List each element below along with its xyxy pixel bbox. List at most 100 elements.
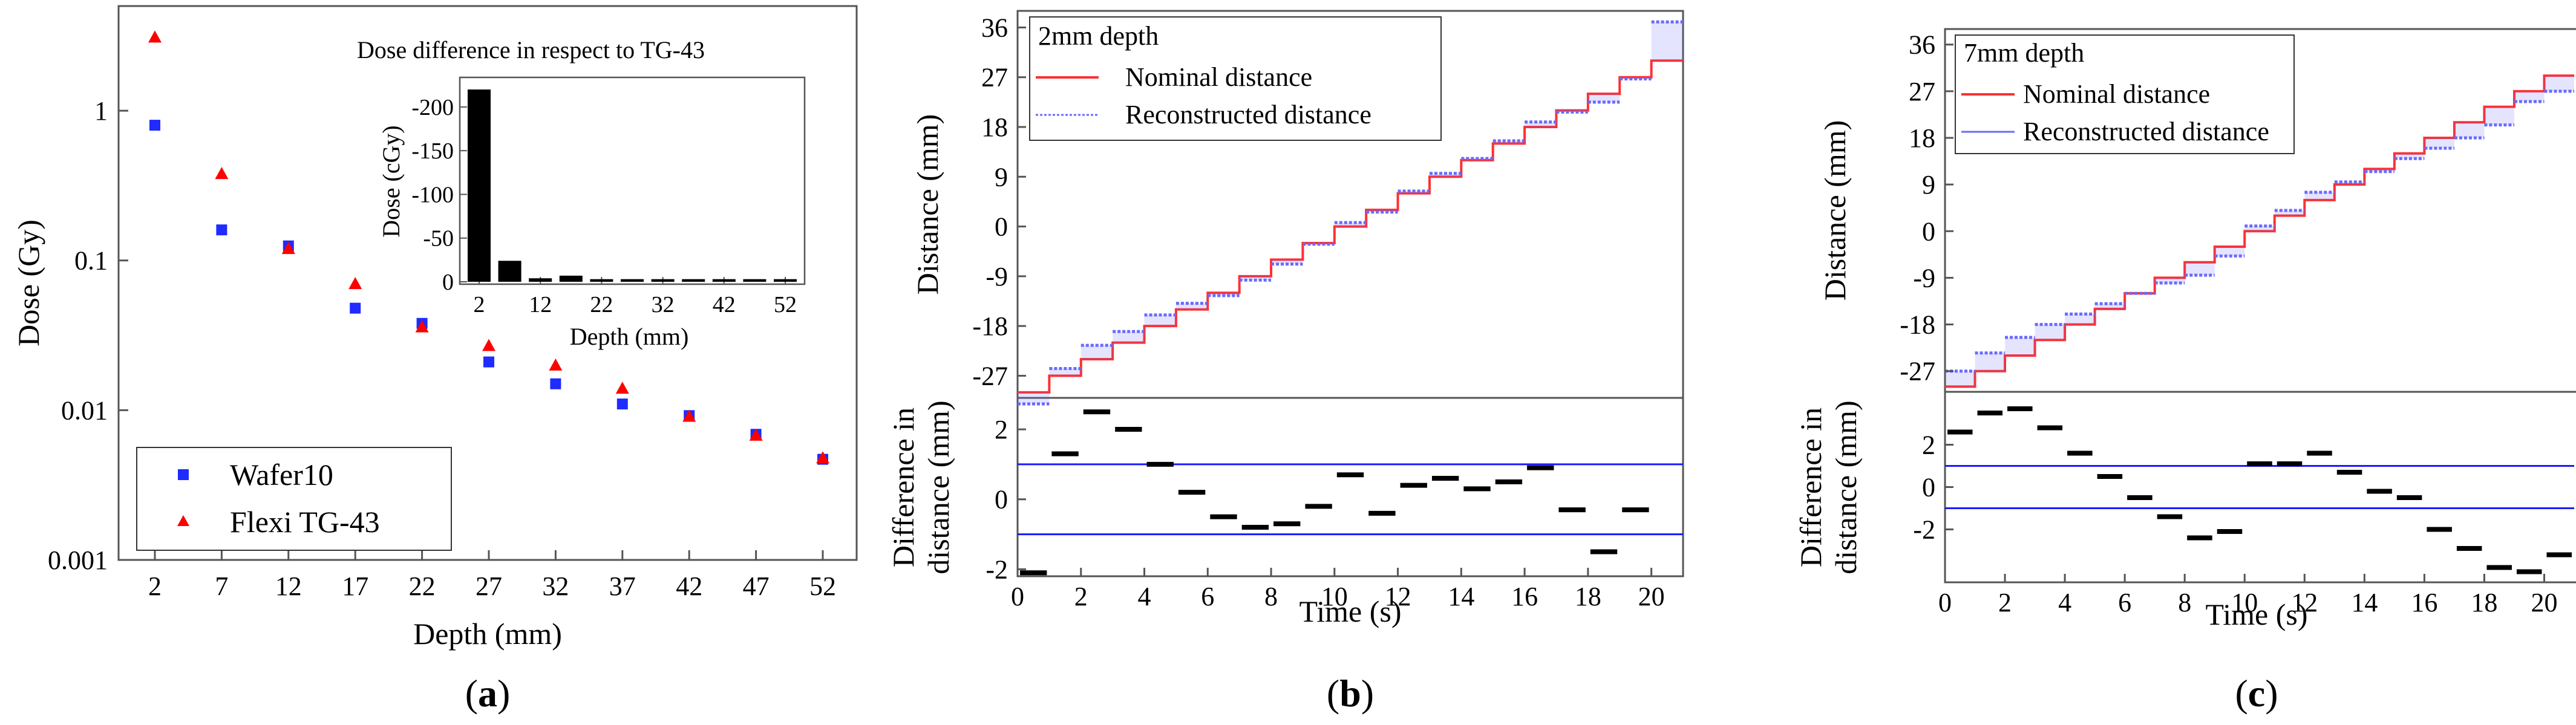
bottom-y-tick-label: 0	[995, 485, 1008, 515]
top-y-tick-label: -27	[1900, 357, 1935, 386]
reconstructed-band	[2065, 314, 2095, 325]
reconstructed-band	[2244, 226, 2275, 232]
inset-y-tick-label: 0	[442, 270, 454, 295]
top-y-tick-label: 9	[1922, 170, 1935, 200]
reconstructed-band	[2154, 278, 2185, 283]
panel-a-x-tick-label: 32	[542, 571, 569, 601]
panel-a-x-tick-label: 47	[743, 571, 770, 601]
panel-c-legend: 7mm depth Nominal distance Reconstructed…	[1955, 34, 2295, 154]
wafer-point	[216, 224, 227, 236]
reconstructed-band	[1334, 223, 1367, 227]
flexi-point	[682, 409, 696, 422]
panel-b-top-y-label: Distance (mm)	[910, 114, 944, 295]
reconstructed-band	[2274, 210, 2305, 216]
flexi-point	[281, 242, 295, 255]
panel-b-legend-nominal-label: Nominal distance	[1125, 62, 1312, 92]
reconstructed-band	[1049, 368, 1081, 376]
reconstructed-band	[1525, 122, 1557, 127]
x-tick-label: 4	[2058, 588, 2071, 617]
reconstructed-band	[2484, 106, 2514, 125]
reconstructed-band	[2035, 324, 2065, 340]
top-y-tick-label: -18	[972, 311, 1008, 341]
panel-a-x-tick-label: 2	[148, 571, 162, 601]
x-tick-label: 2	[1998, 588, 2012, 617]
x-tick-label: 2	[1074, 582, 1088, 611]
legend-wafer-label: Wafer10	[230, 458, 333, 492]
panel-a-points	[148, 30, 829, 465]
x-tick-label: 0	[1938, 588, 1952, 617]
panel-a-x-tick-label: 12	[275, 571, 302, 601]
reconstructed-band	[1080, 345, 1113, 359]
panel-c-top-series	[1945, 74, 2574, 388]
panel-b-top-series	[1018, 20, 1683, 406]
inset-title: Dose difference in respect to TG-43	[357, 36, 705, 63]
reconstructed-band	[2454, 122, 2485, 138]
panel-c-legend-nominal-label: Nominal distance	[2023, 79, 2210, 109]
inset-x-tick-label: 52	[774, 292, 797, 317]
panel-a-y-axis-label: Dose (Gy)	[11, 219, 45, 346]
bottom-y-tick-label: 2	[995, 415, 1008, 444]
reconstructed-band	[2394, 153, 2425, 159]
reconstructed-band	[1651, 22, 1683, 61]
reconstructed-band	[1429, 173, 1462, 177]
x-tick-label: 16	[2411, 588, 2437, 617]
inset-y-tick-label: -150	[411, 138, 454, 164]
panel-b-x-axis-label: Time (s)	[1299, 594, 1401, 628]
legend-flexi-label: Flexi TG-43	[230, 505, 380, 539]
flexi-point	[749, 428, 763, 441]
panel-b-bottom-y-label: Difference indistance (mm)	[886, 400, 955, 574]
wafer-point	[350, 302, 361, 314]
top-y-tick-label: 18	[1909, 123, 1935, 153]
panel-a-inset: Dose difference in respect to TG-43 -200…	[357, 36, 806, 350]
top-y-tick-label: -27	[972, 361, 1008, 391]
legend-wafer-marker	[178, 469, 189, 480]
top-y-tick-label: -9	[986, 262, 1008, 291]
x-tick-label: 18	[2471, 588, 2497, 617]
panel-c-top-y-label: Distance (mm)	[1818, 120, 1852, 301]
flexi-point	[615, 382, 629, 394]
inset-bar	[774, 279, 797, 282]
panel-b-ylabel-line1: Difference in	[886, 408, 920, 567]
reconstructed-band	[1144, 314, 1176, 327]
panel-a-legend-box	[136, 447, 452, 551]
inset-bar	[743, 279, 767, 282]
x-tick-label: 14	[1448, 582, 1474, 611]
panel-c-bottom-y-label: Difference indistance (mm)	[1794, 400, 1863, 574]
reconstructed-band	[1975, 353, 2006, 371]
panel-a-y-tick-label: 0.1	[74, 246, 108, 276]
reconstructed-band	[2214, 247, 2245, 256]
reconstructed-band	[2544, 76, 2574, 91]
reconstructed-band	[2185, 262, 2215, 276]
inset-bar	[559, 275, 583, 282]
panel-a-y-tick-label: 0.01	[61, 395, 108, 425]
flexi-point	[415, 320, 429, 333]
flexi-point	[215, 167, 229, 180]
inset-x-tick-label: 32	[652, 292, 675, 317]
reconstructed-band	[1271, 259, 1303, 264]
panel-b-bottom-series	[1018, 409, 1683, 576]
top-y-tick-label: 0	[1922, 216, 1935, 246]
inset-frame	[459, 76, 806, 285]
top-y-tick-label: -9	[1913, 263, 1935, 293]
inset-x-tick-label: 42	[713, 292, 736, 317]
panel-a-x-tick-label: 7	[215, 571, 228, 601]
bottom-y-tick-label: 0	[1922, 473, 1935, 502]
inset-bar	[651, 279, 675, 282]
reconstructed-band	[2094, 304, 2125, 309]
top-y-tick-label: 27	[1909, 77, 1935, 106]
panel-a-plot-frame	[117, 5, 858, 561]
x-tick-label: 20	[2531, 588, 2557, 617]
panel-c-title: 7mm depth	[1964, 38, 2084, 68]
nominal-distance-line	[1945, 74, 2574, 388]
bottom-y-tick-label: -2	[986, 554, 1008, 584]
x-tick-label: 12	[2291, 588, 2318, 617]
x-tick-label: 16	[1511, 582, 1538, 611]
inset-bar	[498, 261, 521, 282]
inset-bar	[529, 278, 552, 282]
panel-c-bottom-frame	[1944, 391, 2576, 584]
panel-c-x-axis-label: Time (s)	[2205, 597, 2307, 631]
